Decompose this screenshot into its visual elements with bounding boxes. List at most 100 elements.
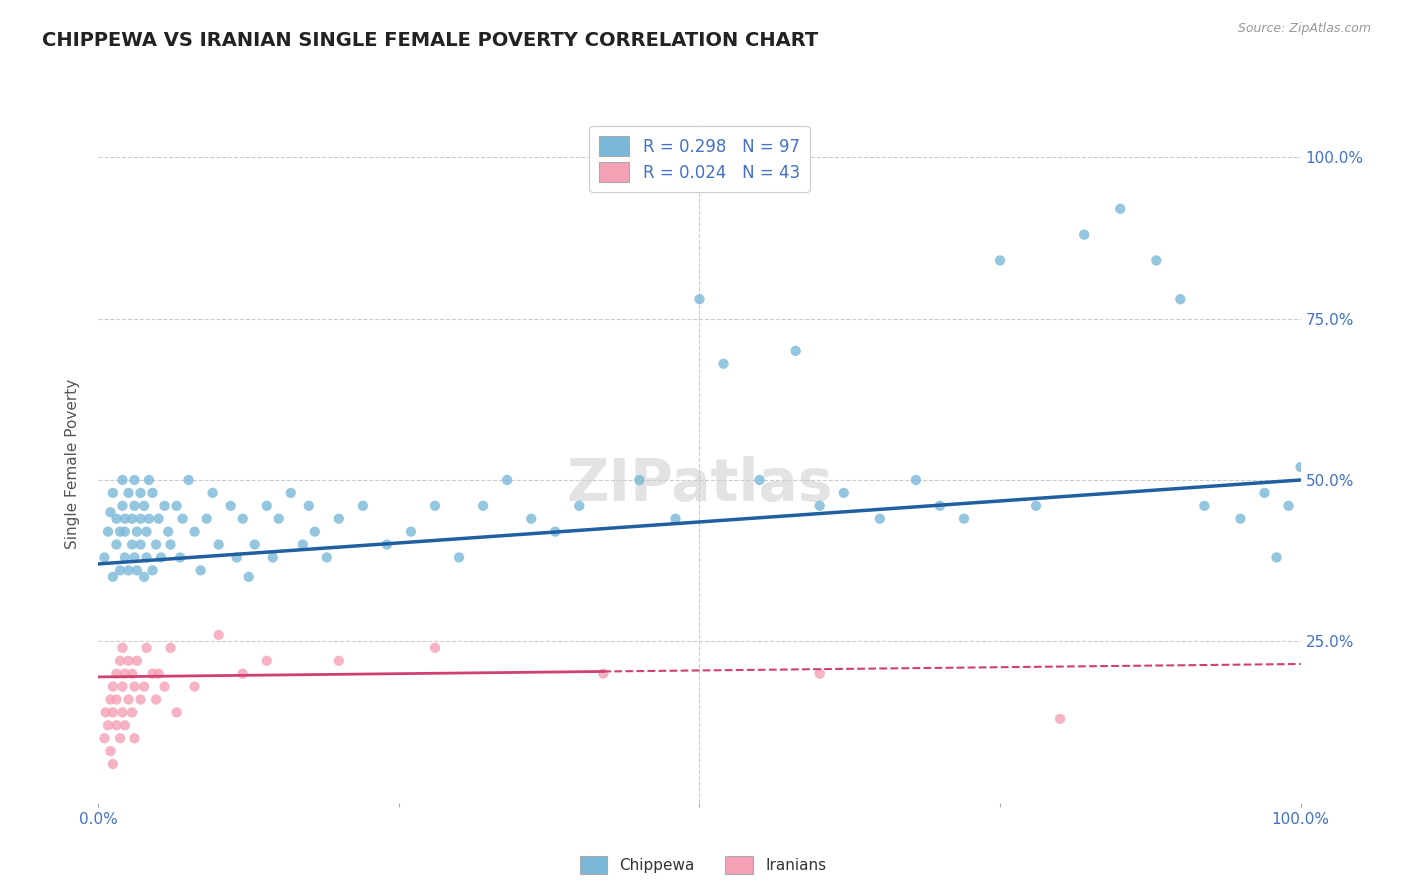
Point — [121, 706, 143, 720]
Point — [100, 505, 122, 519]
Point — [101, 486, 124, 500]
Point — [169, 550, 191, 565]
Point — [93, 550, 115, 565]
Point — [100, 744, 122, 758]
Point — [375, 537, 398, 551]
Point — [121, 537, 143, 551]
Legend: Chippewa, Iranians: Chippewa, Iranians — [574, 850, 832, 880]
Point — [423, 499, 446, 513]
Point — [166, 706, 188, 720]
Point — [159, 537, 181, 551]
Point — [111, 473, 134, 487]
Point — [129, 537, 152, 551]
Point — [1277, 499, 1299, 513]
Point — [148, 666, 170, 681]
Point — [105, 666, 128, 681]
Point — [232, 512, 254, 526]
Point — [145, 537, 167, 551]
Point — [108, 731, 131, 746]
Point — [568, 499, 591, 513]
Point — [304, 524, 326, 539]
Point — [125, 654, 148, 668]
Point — [105, 512, 128, 526]
Point — [256, 499, 278, 513]
Point — [124, 473, 146, 487]
Point — [1194, 499, 1216, 513]
Point — [238, 570, 260, 584]
Point — [399, 524, 422, 539]
Point — [832, 486, 855, 500]
Point — [1109, 202, 1132, 216]
Point — [664, 512, 686, 526]
Point — [111, 640, 134, 655]
Point — [94, 706, 117, 720]
Point — [141, 563, 163, 577]
Point — [689, 292, 711, 306]
Point — [328, 512, 350, 526]
Point — [280, 486, 302, 500]
Point — [101, 570, 124, 584]
Point — [808, 499, 831, 513]
Point — [125, 563, 148, 577]
Point — [101, 706, 124, 720]
Point — [129, 692, 152, 706]
Point — [153, 680, 176, 694]
Point — [138, 473, 160, 487]
Point — [149, 550, 172, 565]
Point — [108, 563, 131, 577]
Point — [208, 537, 231, 551]
Point — [201, 486, 224, 500]
Point — [111, 706, 134, 720]
Point — [114, 666, 136, 681]
Point — [93, 731, 115, 746]
Point — [148, 512, 170, 526]
Point — [135, 524, 157, 539]
Point — [267, 512, 290, 526]
Point — [232, 666, 254, 681]
Point — [183, 524, 205, 539]
Point — [1253, 486, 1275, 500]
Point — [1025, 499, 1047, 513]
Point — [138, 512, 160, 526]
Point — [808, 666, 831, 681]
Point — [124, 680, 146, 694]
Point — [243, 537, 266, 551]
Point — [177, 473, 200, 487]
Point — [114, 524, 136, 539]
Point — [105, 537, 128, 551]
Point — [114, 718, 136, 732]
Point — [225, 550, 247, 565]
Point — [988, 253, 1011, 268]
Point — [953, 512, 976, 526]
Point — [111, 499, 134, 513]
Point — [183, 680, 205, 694]
Point — [256, 654, 278, 668]
Point — [117, 563, 139, 577]
Text: ZIPatlas: ZIPatlas — [567, 456, 832, 513]
Point — [135, 640, 157, 655]
Point — [132, 570, 155, 584]
Point — [262, 550, 284, 565]
Point — [195, 512, 218, 526]
Point — [124, 499, 146, 513]
Point — [114, 512, 136, 526]
Point — [157, 524, 180, 539]
Point — [1170, 292, 1192, 306]
Point — [124, 550, 146, 565]
Point — [748, 473, 770, 487]
Point — [141, 486, 163, 500]
Point — [1265, 550, 1288, 565]
Point — [166, 499, 188, 513]
Point — [785, 343, 807, 358]
Point — [141, 666, 163, 681]
Point — [111, 680, 134, 694]
Point — [904, 473, 927, 487]
Point — [129, 486, 152, 500]
Point — [928, 499, 950, 513]
Point — [121, 666, 143, 681]
Point — [135, 550, 157, 565]
Point — [298, 499, 321, 513]
Point — [190, 563, 212, 577]
Point — [132, 680, 155, 694]
Point — [628, 473, 651, 487]
